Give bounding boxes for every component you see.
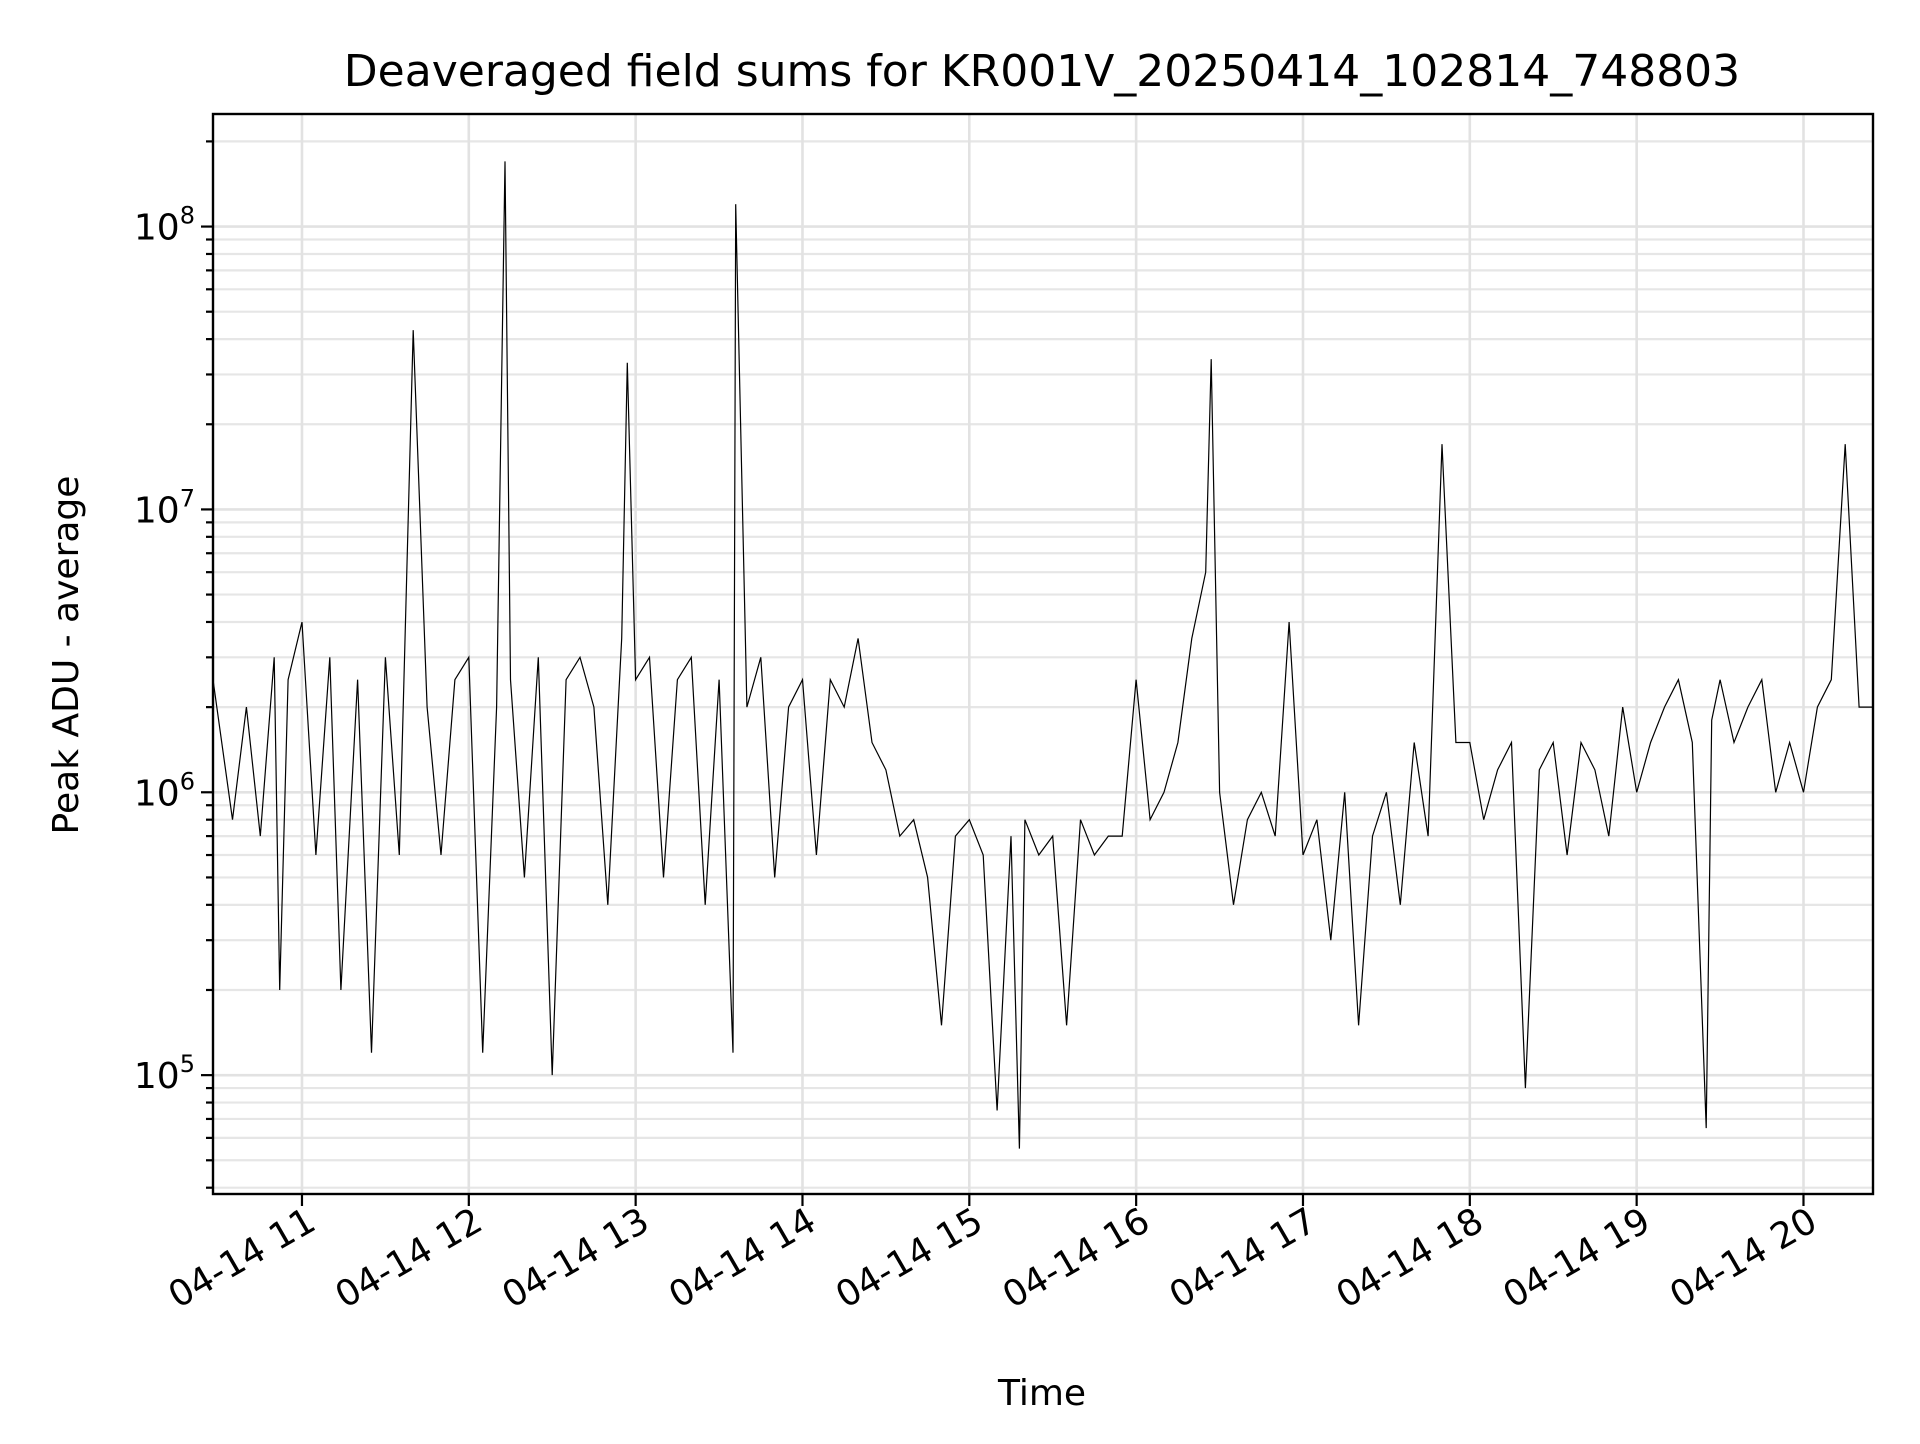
x-tick-label: 04-14 20	[1663, 1200, 1824, 1316]
y-axis-label: Peak ADU - average	[46, 476, 87, 835]
y-tick-label: 105	[134, 1050, 195, 1097]
series-line	[212, 161, 1873, 1149]
x-tick-label: 04-14 18	[1330, 1200, 1491, 1316]
x-tick-label: 04-14 14	[662, 1200, 823, 1316]
x-tick-label: 04-14 12	[329, 1200, 490, 1316]
grid	[213, 114, 1873, 1194]
chart-title: Deaveraged field sums for KR001V_2025041…	[344, 46, 1740, 97]
x-tick-label: 04-14 11	[162, 1200, 323, 1316]
y-tick-label: 106	[134, 767, 195, 814]
x-axis-label: Time	[997, 1373, 1086, 1414]
plot-area	[212, 161, 1873, 1149]
x-tick-label: 04-14 19	[1496, 1200, 1657, 1316]
x-tick-label: 04-14 17	[1163, 1200, 1324, 1316]
x-tick-label: 04-14 16	[996, 1200, 1157, 1316]
y-tick-label: 108	[134, 202, 195, 249]
x-tick-label: 04-14 13	[495, 1200, 656, 1316]
x-tick-label: 04-14 15	[829, 1200, 990, 1316]
y-tick-label: 107	[134, 484, 195, 531]
plot-frame	[211, 112, 1875, 1196]
